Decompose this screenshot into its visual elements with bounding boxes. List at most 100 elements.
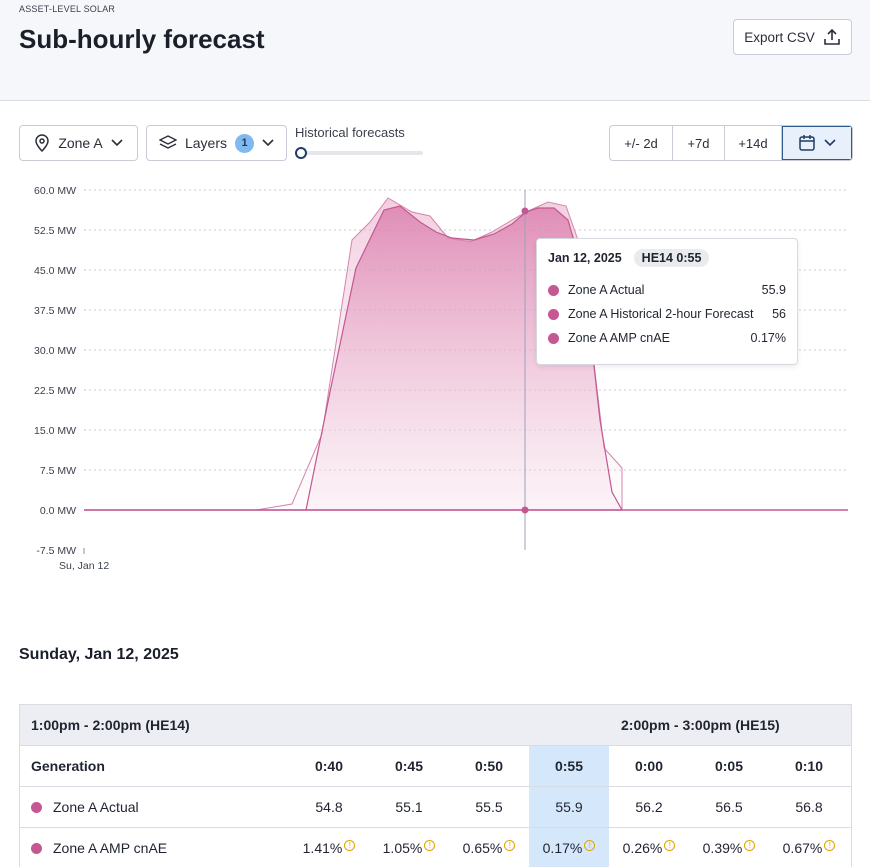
zone-select-label: Zone A [58,135,103,151]
range-7d-button[interactable]: +7d [673,126,725,160]
export-csv-label: Export CSV [744,29,815,45]
y-axis-tick-label: 52.5 MW [34,225,76,237]
table-date-heading: Sunday, Jan 12, 2025 [19,646,179,663]
y-axis-tick-label: 15.0 MW [34,425,76,437]
series-actual-area [84,205,624,511]
table-row: Zone A AMP cnAE 1.41%! 1.05%! 0.65%! 0.1… [20,828,851,867]
warning-icon[interactable]: ! [824,839,836,851]
y-axis-tick-label: 30.0 MW [34,345,76,357]
row-label-text: Zone A Actual [53,799,139,815]
layers-select-label: Layers [184,135,228,151]
series-dot [31,842,42,854]
eyebrow-label: ASSET-LEVEL SOLAR [19,4,116,14]
calendar-picker-button[interactable] [782,126,852,160]
tooltip-header: Jan 12, 2025 HE14 0:55 [548,249,710,267]
cell-value: 1.05% [382,840,423,856]
band-left-label: 1:00pm - 2:00pm (HE14) [31,717,190,733]
zone-select[interactable]: Zone A [19,125,138,161]
y-axis-tick-label: 22.5 MW [34,385,76,397]
series-dot [548,308,559,320]
table-cell: 54.8 [315,799,343,815]
column-header: 0:00 [634,758,664,774]
date-range-selector: +/- 2d +7d +14d [609,125,853,161]
table-cell: 55.5 [475,799,503,815]
tooltip-time-chip: HE14 0:55 [633,249,710,267]
series-dot [548,284,559,296]
warning-icon[interactable]: ! [424,839,436,851]
location-pin-icon [35,134,50,152]
tooltip-row-label: Zone A Actual [568,283,645,297]
row-label: Zone A Actual [31,799,139,815]
tooltip-row-label: Zone A AMP cnAE [568,331,670,345]
column-header: 0:40 [314,758,344,774]
cell-value: 1.41% [302,840,343,856]
table-cell: 1.05%! [369,828,449,867]
historical-forecasts-label: Historical forecasts [295,125,405,140]
chart-tooltip: Jan 12, 2025 HE14 0:55 Zone A Actual 55.… [536,238,798,365]
cell-value: 0.67% [782,840,823,856]
chevron-down-icon [824,139,836,147]
chevron-down-icon [111,139,123,147]
y-axis-tick-label: 37.5 MW [34,305,76,317]
tooltip-row: Zone A AMP cnAE 0.17% [548,331,786,345]
hover-point-zero [521,506,529,514]
warning-icon[interactable]: ! [344,839,356,851]
historical-forecasts-slider-track[interactable] [302,151,423,155]
y-axis-tick-label: 0.0 MW [40,505,76,517]
y-axis-labels: 60.0 MW 52.5 MW 45.0 MW 37.5 MW 30.0 MW 22.5 … [34,185,76,557]
column-header: 0:05 [714,758,744,774]
layers-count-badge: 1 [235,133,255,153]
table-cell: 0.17%! [529,828,609,867]
tooltip-row-label: Zone A Historical 2-hour Forecast [568,307,754,321]
table-header-label: Generation [31,758,105,774]
y-axis-tick-label: -7.5 MW [36,545,76,557]
cell-value: 0.39% [702,840,743,856]
cell-value: 0.26% [622,840,663,856]
upload-icon [823,28,840,45]
y-axis-tick-label: 60.0 MW [34,185,76,197]
forecast-chart: 60.0 MW 52.5 MW 45.0 MW 37.5 MW 30.0 MW 22.5 … [34,185,848,572]
table-cell: 0.26%! [609,828,689,867]
cell-value: 0.65% [462,840,503,856]
tooltip-date: Jan 12, 2025 [548,251,622,265]
column-header: 0:10 [794,758,824,774]
layers-select[interactable]: Layers 1 [146,125,287,161]
table-cell: 55.9 [529,787,609,827]
tooltip-row-value: 0.17% [750,331,786,345]
layers-icon [158,135,177,149]
column-header: 0:50 [474,758,504,774]
series-dot [548,332,559,344]
table-header-row: Generation 0:40 0:45 0:50 0:55 0:00 0:05… [20,746,851,787]
warning-icon[interactable]: ! [664,839,676,851]
calendar-icon [799,135,815,151]
table-cell: 0.39%! [689,828,769,867]
table-row: Zone A Actual 54.8 55.1 55.5 55.9 56.2 5… [20,787,851,828]
row-label-text: Zone A AMP cnAE [53,840,168,856]
column-header: 0:45 [394,758,424,774]
chevron-down-icon [262,139,274,147]
tooltip-row: Zone A Actual 55.9 [548,283,786,297]
table-cell: 0.65%! [449,828,529,867]
table-cell: 0.67%! [769,828,849,867]
historical-forecasts-slider-thumb[interactable] [295,147,307,159]
band-right-label: 2:00pm - 3:00pm (HE15) [621,717,780,733]
page-header: ASSET-LEVEL SOLAR Sub-hourly forecast Ex… [0,0,870,101]
series-dot [31,801,42,813]
tooltip-row-value: 56 [772,307,786,321]
warning-icon[interactable]: ! [584,839,596,851]
x-axis-tick-label: Su, Jan 12 [59,560,109,572]
warning-icon[interactable]: ! [504,839,516,851]
column-header: 0:55 [529,746,609,786]
generation-table: 1:00pm - 2:00pm (HE14) 2:00pm - 3:00pm (… [19,704,852,867]
export-csv-button[interactable]: Export CSV [733,19,852,55]
range-2d-button[interactable]: +/- 2d [610,126,673,160]
range-14d-button[interactable]: +14d [725,126,782,160]
table-cell: 56.5 [715,799,743,815]
tooltip-row-value: 55.9 [761,283,786,297]
table-cell: 55.1 [395,799,423,815]
hover-point-actual [521,207,529,215]
warning-icon[interactable]: ! [744,839,756,851]
tooltip-row: Zone A Historical 2-hour Forecast 56 [548,307,786,321]
table-cell: 56.8 [795,799,823,815]
table-cell: 56.2 [635,799,663,815]
